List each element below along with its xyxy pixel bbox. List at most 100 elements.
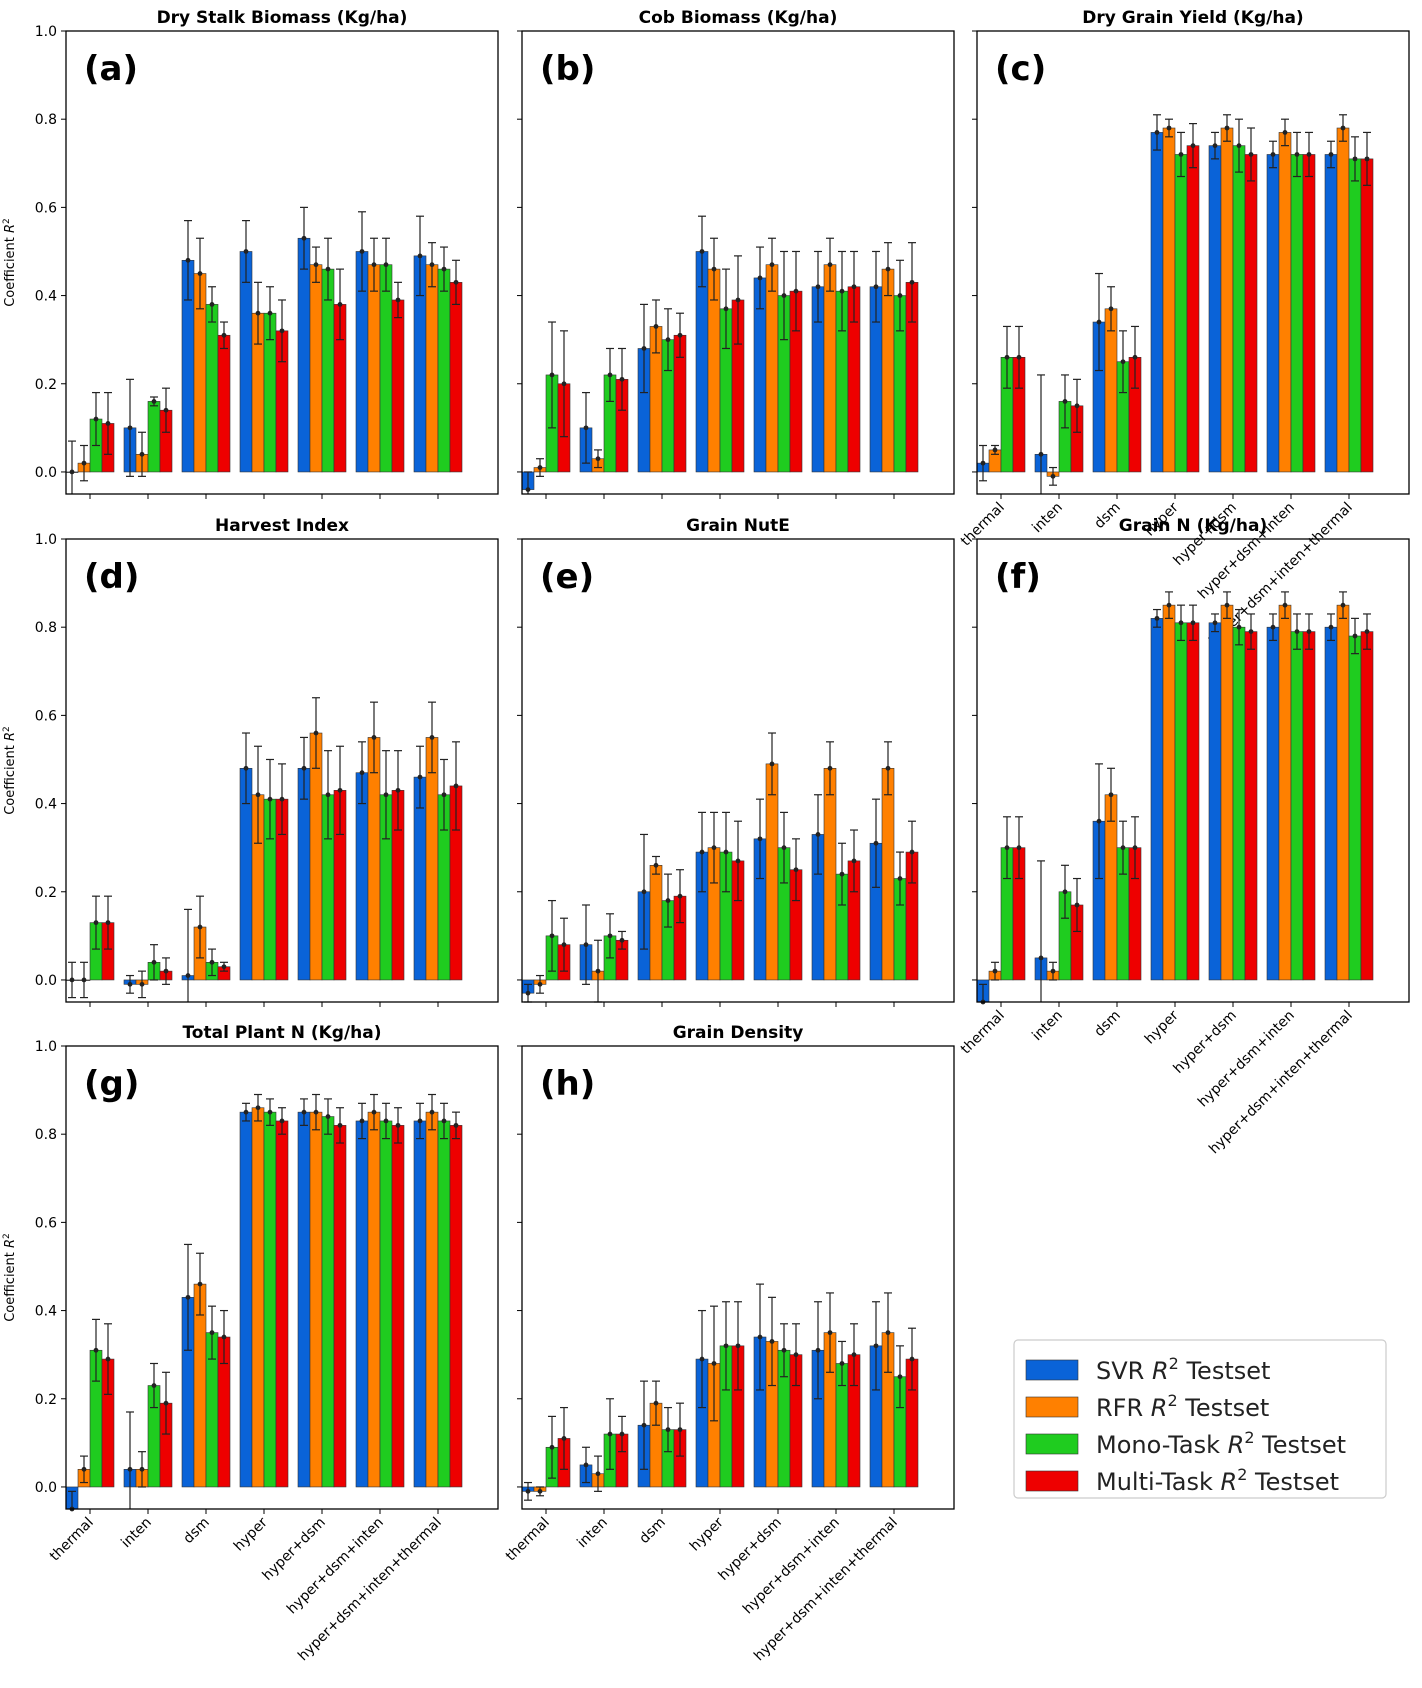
legend-entry-multi-task: Multi-Task R2 Testset	[1096, 1465, 1339, 1496]
mean-marker	[243, 765, 249, 771]
mean-marker	[839, 1361, 845, 1366]
bar-multi-task-dsm	[217, 334, 231, 473]
mean-marker	[383, 1118, 389, 1124]
mean-marker	[1294, 152, 1300, 157]
mean-marker	[359, 1118, 365, 1124]
bar-rfr-hyper+dsm+inten+thermal	[425, 264, 439, 473]
mean-marker	[1050, 968, 1056, 974]
bar-mono-task-hyper	[1174, 622, 1188, 981]
bar-rfr-hyper	[251, 1107, 265, 1488]
legend-entry-suffix: Testset	[1179, 1357, 1271, 1385]
bar-multi-task-hyper+dsm+inten	[391, 1125, 405, 1488]
mean-marker	[209, 959, 215, 965]
mean-marker	[677, 332, 683, 338]
mean-marker	[665, 898, 671, 903]
mean-marker	[209, 301, 215, 307]
legend-entry-sup: 2	[1244, 1428, 1254, 1447]
y-axis-label: Coefficient R2	[2, 218, 18, 307]
mean-marker	[127, 1466, 133, 1472]
y-tick-label: 0.4	[35, 797, 57, 813]
mean-marker	[1178, 152, 1184, 157]
mean-marker	[127, 425, 133, 431]
mean-marker	[1154, 130, 1160, 135]
x-tick-label: thermal	[47, 1515, 97, 1565]
bar-rfr-hyper+dsm+inten	[823, 767, 837, 981]
plot-frame	[976, 30, 1410, 495]
x-tick-label: hyper+dsm+inten	[1195, 500, 1298, 603]
mean-marker	[851, 1352, 857, 1358]
mean-marker	[561, 942, 567, 948]
mean-marker	[1038, 955, 1044, 961]
mean-marker	[301, 765, 307, 771]
mean-marker	[279, 1118, 285, 1124]
bar-rfr-hyper+dsm+inten	[1278, 132, 1292, 473]
mean-marker	[221, 332, 227, 338]
mean-marker	[93, 920, 99, 926]
mean-marker	[453, 1122, 459, 1128]
mean-marker	[699, 849, 705, 855]
bar-rfr-hyper+dsm	[309, 732, 323, 981]
mean-marker	[1212, 620, 1218, 626]
mean-marker	[429, 262, 435, 268]
mean-marker	[711, 1361, 717, 1366]
legend-swatch-svr	[1025, 1359, 1079, 1381]
panel-g: Total Plant N (Kg/ha) 0.0 0.2 0.4 0.6 0.8 1.0 C…	[2, 1023, 499, 1664]
bar-mono-task-hyper+dsm	[321, 1116, 335, 1488]
y-tick-label: 0.6	[35, 708, 57, 724]
mean-marker	[441, 266, 447, 272]
bar-svr-hyper+dsm	[1208, 622, 1222, 981]
mean-marker	[909, 849, 915, 855]
y-axis-label: Coefficient R2	[2, 1233, 18, 1322]
mean-marker	[653, 862, 659, 868]
mean-marker	[1038, 451, 1044, 457]
mean-marker	[839, 288, 845, 294]
mean-marker	[185, 1294, 191, 1300]
bar-multi-task-hyper	[275, 1120, 289, 1488]
bar-svr-hyper+dsm	[297, 767, 311, 981]
bar-rfr-hyper	[1162, 604, 1176, 981]
mean-marker	[1352, 156, 1358, 162]
mean-marker	[395, 787, 401, 793]
mean-marker	[735, 858, 741, 864]
mean-marker	[453, 783, 459, 789]
y-tick-label: 0.2	[35, 377, 57, 393]
mean-marker	[221, 1334, 227, 1340]
legend-swatch-mono-task	[1025, 1433, 1079, 1455]
panel-d: Harvest Index 0.0 0.2 0.4 0.6 0.8 1.0 Coefficie…	[2, 516, 499, 1007]
mean-marker	[815, 284, 821, 290]
mean-marker	[337, 787, 343, 793]
panel-label: (b)	[540, 49, 595, 89]
bar-mono-task-hyper	[1174, 154, 1188, 473]
legend-entry-var: R	[1221, 1468, 1238, 1496]
mean-marker	[619, 376, 625, 382]
mean-marker	[1062, 889, 1068, 895]
mean-marker	[1154, 615, 1160, 621]
mean-marker	[93, 1347, 99, 1353]
bar-multi-task-hyper	[1186, 145, 1200, 473]
mean-marker	[243, 249, 249, 254]
plot-frame	[521, 538, 955, 1003]
mean-marker	[1282, 602, 1288, 608]
mean-marker	[325, 266, 331, 272]
bar-svr-hyper+dsm	[297, 1111, 311, 1488]
bar-rfr-hyper+dsm	[765, 264, 779, 473]
x-tick-label: hyper+dsm+inten	[1195, 1008, 1298, 1111]
mean-marker	[267, 796, 273, 802]
bar-multi-task-hyper+dsm	[1244, 631, 1258, 981]
legend-entry-name: RFR	[1096, 1394, 1151, 1422]
mean-marker	[301, 1109, 307, 1115]
bar-rfr-hyper+dsm	[309, 1111, 323, 1488]
mean-marker	[127, 981, 133, 987]
panel-label: (c)	[995, 49, 1046, 89]
x-tick-label: hyper+dsm+inten	[740, 1515, 843, 1618]
mean-marker	[677, 1427, 683, 1433]
mean-marker	[221, 964, 227, 970]
mean-marker	[665, 1427, 671, 1433]
legend-entry-name: Multi-Task	[1096, 1468, 1221, 1496]
panel-title: Grain Density	[673, 1023, 804, 1043]
y-tick-label: 0.2	[35, 885, 57, 901]
mean-marker	[1328, 152, 1334, 157]
bar-svr-hyper	[1150, 618, 1164, 981]
mean-marker	[105, 920, 111, 926]
y-axis-label: Coefficient R2	[2, 726, 18, 815]
